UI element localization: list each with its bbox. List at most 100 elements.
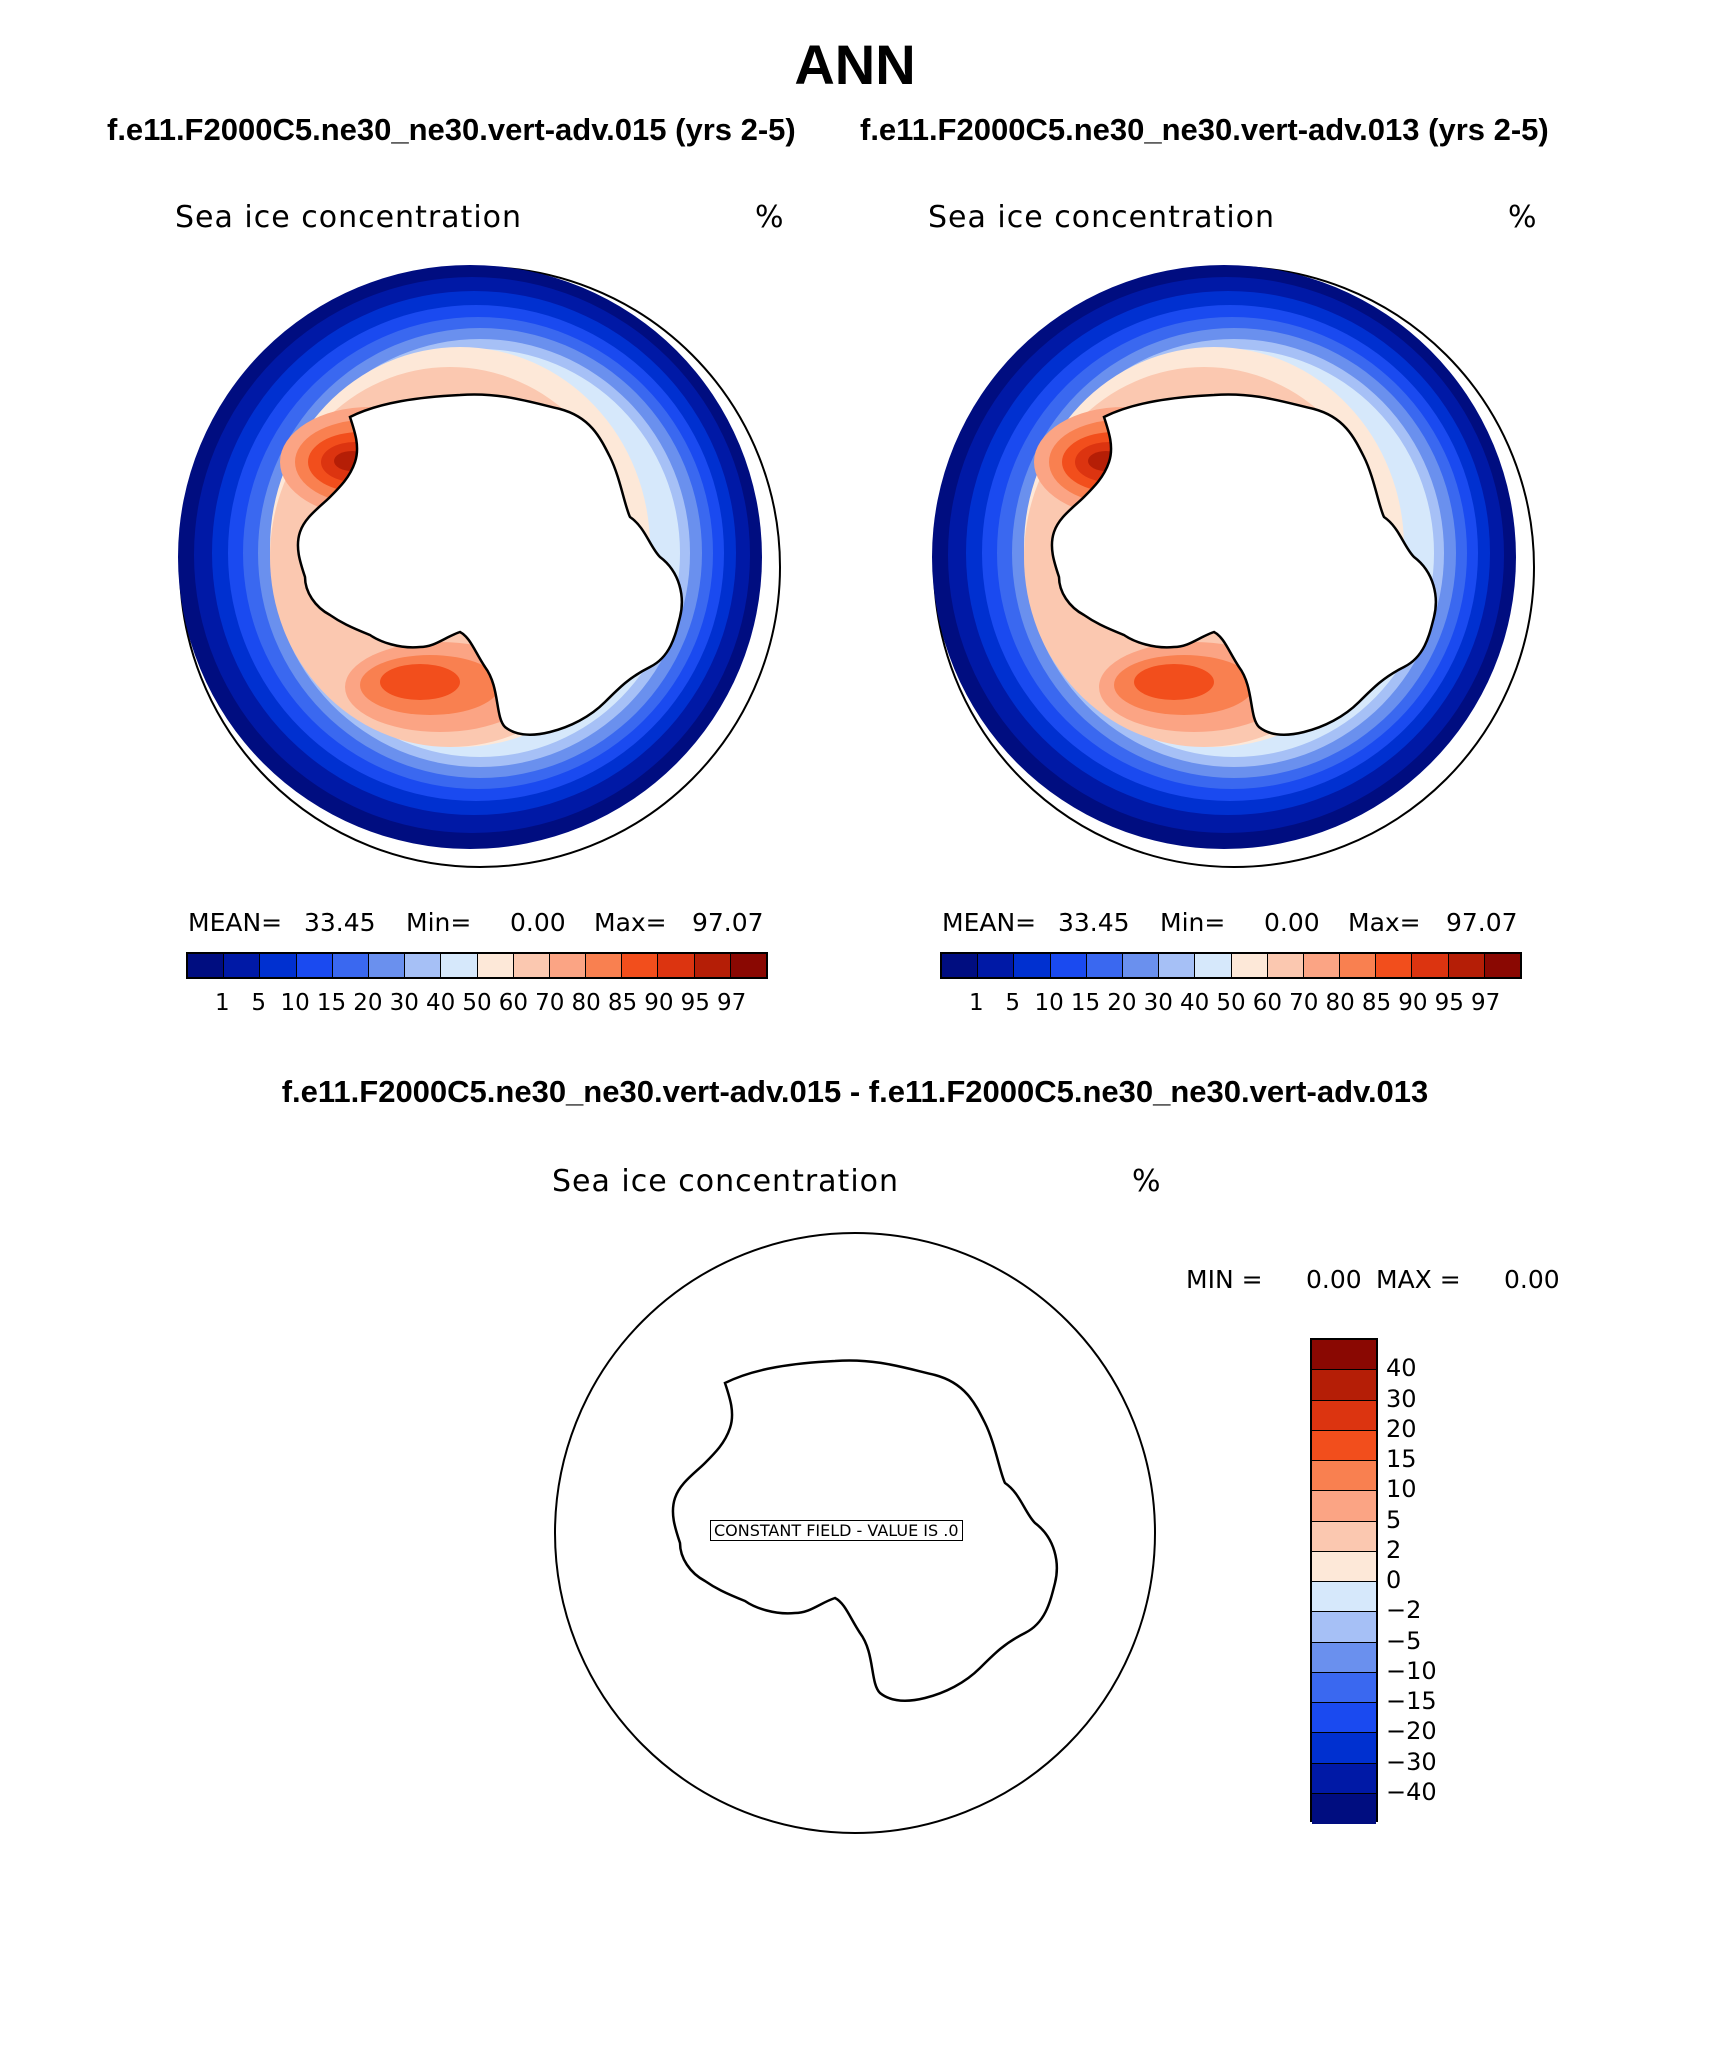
left-colorbar-swatch [658,954,695,977]
right-colorbar-swatch [1195,954,1232,977]
diff-colorbar-tick-label: 10 [1386,1475,1417,1504]
left-colorbar-ticks: 1 5 10 15 20 30 40 50 60 70 80 85 90 95 97 [186,990,768,1020]
diff-colorbar-swatch [1312,1642,1376,1673]
diff-colorbar-swatch [1312,1703,1376,1734]
left-colorbar [186,952,768,979]
right-colorbar-swatch [1050,954,1087,977]
left-colorbar-swatch [694,954,731,977]
right-mean-label: MEAN= [942,908,1037,937]
diff-colorbar-tick-label: −2 [1386,1596,1422,1625]
right-colorbar-swatch [1303,954,1341,977]
right-colorbar-swatch [1448,954,1485,977]
difference-title: f.e11.F2000C5.ne30_ne30.vert-adv.015 - f… [281,1074,1429,1109]
right-polar-map [932,265,1535,868]
right-min-value: 0.00 [1264,908,1320,937]
diff-colorbar-swatch [1312,1400,1376,1431]
diff-colorbar-swatch [1312,1521,1376,1552]
left-colorbar-tick-label: 20 [353,990,383,1016]
left-mean-label: MEAN= [188,908,283,937]
right-colorbar-swatch [1267,954,1304,977]
right-colorbar-tick-label: 97 [1470,990,1501,1016]
right-colorbar-swatch [1122,954,1160,977]
left-colorbar-swatch [513,954,550,977]
left-colorbar-swatch [260,954,297,977]
left-colorbar-swatch [586,954,623,977]
left-colorbar-tick-label: 1 [215,990,230,1016]
left-colorbar-tick-label: 50 [462,990,492,1016]
constant-field-note: CONSTANT FIELD - VALUE IS .0 [710,1520,963,1541]
diff-colorbar-tick-label: −20 [1386,1717,1437,1746]
right-colorbar-tick-label: 60 [1252,990,1283,1016]
left-colorbar-swatch [549,954,587,977]
right-colorbar-swatch [978,954,1015,977]
diff-colorbar-swatch [1312,1340,1376,1371]
left-colorbar-tick-label: 70 [535,990,565,1016]
diff-units-label: % [1132,1164,1162,1199]
right-colorbar-swatch [1159,954,1196,977]
diff-colorbar-swatch [1312,1733,1376,1764]
left-colorbar-tick-label: 10 [280,990,310,1016]
left-colorbar-tick-label: 30 [389,990,419,1016]
right-colorbar-ticks: 1 5 10 15 20 30 40 50 60 70 80 85 90 95 97 [940,990,1522,1020]
right-units-label: % [1508,200,1538,235]
left-colorbar-swatch [730,954,766,977]
right-max-label: Max= [1348,908,1421,937]
right-colorbar-tick-label: 5 [1005,990,1021,1016]
left-mean-value: 33.45 [304,908,376,937]
left-colorbar-tick-label: 95 [680,990,710,1016]
diff-colorbar-tick-label: 5 [1386,1505,1402,1534]
left-colorbar-tick-label: 40 [425,990,456,1016]
left-colorbar-swatch [332,954,369,977]
left-case-title: f.e11.F2000C5.ne30_ne30.vert-adv.015 (yr… [107,112,796,147]
right-colorbar-tick-label: 70 [1289,990,1319,1016]
right-colorbar [940,952,1522,979]
left-colorbar-tick-label: 60 [498,990,529,1016]
right-colorbar-tick-label: 85 [1361,990,1392,1016]
diff-colorbar [1310,1338,1378,1824]
diff-colorbar-swatch [1312,1551,1376,1582]
right-colorbar-tick-label: 80 [1325,990,1355,1016]
right-colorbar-swatch [1376,954,1413,977]
right-colorbar-tick-label: 30 [1143,990,1173,1016]
diff-colorbar-swatch [1312,1672,1376,1703]
left-colorbar-swatch [368,954,406,977]
left-colorbar-tick-label: 5 [251,990,267,1016]
diff-colorbar-tick-label: 40 [1386,1354,1417,1383]
right-colorbar-swatch [1231,954,1268,977]
right-case-title: f.e11.F2000C5.ne30_ne30.vert-adv.013 (yr… [860,112,1549,147]
diff-max-value: 0.00 [1504,1265,1560,1294]
left-colorbar-swatch [296,954,333,977]
diff-colorbar-swatch [1312,1612,1376,1643]
diff-colorbar-swatch [1312,1491,1376,1522]
right-max-value: 97.07 [1446,908,1518,937]
left-colorbar-swatch [477,954,514,977]
diff-colorbar-tick-label: 30 [1386,1384,1417,1413]
diff-colorbar-ticks: 40 30 20 15 10 5 2 0 −2 −5 −10 −15 −20 −30 −40 [1386,1338,1466,1822]
diff-colorbar-tick-label: −15 [1386,1687,1437,1715]
right-colorbar-tick-label: 15 [1070,990,1101,1016]
diff-min-label: MIN = [1186,1265,1263,1294]
figure-title: ANN [794,33,916,96]
right-colorbar-swatch [1412,954,1449,977]
diff-colorbar-tick-label: −40 [1386,1777,1437,1806]
right-colorbar-tick-label: 90 [1398,990,1428,1016]
left-max-value: 97.07 [692,908,764,937]
diff-colorbar-tick-label: 15 [1386,1445,1417,1473]
left-colorbar-tick-label: 90 [644,990,674,1016]
diff-variable-label: Sea ice concentration [552,1164,900,1199]
right-colorbar-tick-label: 40 [1179,990,1210,1016]
left-max-label: Max= [594,908,667,937]
right-variable-label: Sea ice concentration [928,200,1276,235]
diff-colorbar-tick-label: 0 [1386,1566,1402,1594]
right-colorbar-swatch [942,954,979,977]
diff-colorbar-swatch [1312,1763,1376,1794]
left-variable-label: Sea ice concentration [175,200,523,235]
left-colorbar-swatch [224,954,261,977]
diff-colorbar-swatch [1312,1793,1376,1824]
left-colorbar-swatch [188,954,225,977]
right-colorbar-tick-label: 10 [1034,990,1064,1016]
diff-colorbar-swatch [1312,1461,1376,1492]
diff-colorbar-tick-label: 2 [1386,1535,1402,1564]
diff-colorbar-tick-label: 20 [1386,1414,1417,1443]
left-colorbar-tick-label: 15 [316,990,347,1016]
